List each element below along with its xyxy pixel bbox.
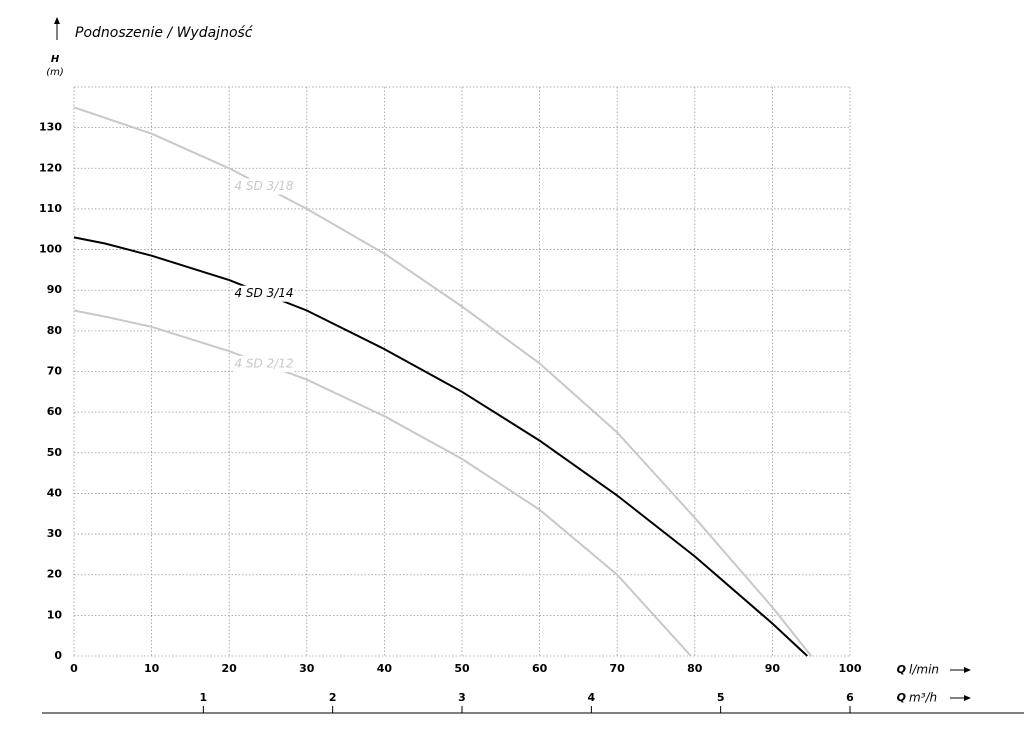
x2-tick-label: 6 xyxy=(846,691,854,704)
x-tick-label: 60 xyxy=(532,662,548,675)
y-tick-label: 70 xyxy=(47,365,63,378)
y-tick-label: 130 xyxy=(39,121,62,134)
x-tick-label: 30 xyxy=(299,662,315,675)
y-tick-label: 20 xyxy=(47,568,63,581)
x-tick-label: 40 xyxy=(377,662,393,675)
y-tick-label: 30 xyxy=(47,527,63,540)
y-tick-label: 100 xyxy=(39,243,62,256)
x-tick-label: 50 xyxy=(454,662,470,675)
x2-axis-unit: m³/h xyxy=(909,691,937,705)
x-arrow-head xyxy=(964,667,971,673)
y-axis-unit: (m) xyxy=(46,67,64,78)
y-tick-label: 110 xyxy=(39,202,62,215)
x2-axis-symbol: Q xyxy=(897,691,906,704)
x-tick-label: 100 xyxy=(839,662,862,675)
series-label-bg xyxy=(234,285,294,302)
series-line xyxy=(73,236,808,657)
y-tick-label: 0 xyxy=(54,649,62,662)
x-axis-symbol: Q xyxy=(897,663,906,676)
x-tick-label: 20 xyxy=(222,662,238,675)
x-tick-label: 70 xyxy=(610,662,626,675)
y-tick-label: 60 xyxy=(47,405,63,418)
x-tick-label: 0 xyxy=(70,662,78,675)
series-line xyxy=(73,309,692,657)
series-label: 4 SD 3/14 xyxy=(234,286,293,300)
x-axis-unit: l/min xyxy=(909,663,939,677)
x2-tick-label: 5 xyxy=(717,691,725,704)
x2-tick-label: 1 xyxy=(200,691,208,704)
x2-arrow-head xyxy=(964,695,971,701)
x2-tick-label: 4 xyxy=(588,691,596,704)
chart-title: Podnoszenie / Wydajność xyxy=(75,25,254,41)
y-arrow-head xyxy=(54,17,60,24)
y-tick-label: 50 xyxy=(47,446,63,459)
x-tick-label: 10 xyxy=(144,662,160,675)
series-line xyxy=(73,106,812,657)
series-label: 4 SD 3/18 xyxy=(234,179,293,193)
series-label: 4 SD 2/12 xyxy=(234,356,293,370)
x-tick-label: 90 xyxy=(765,662,781,675)
x2-tick-label: 2 xyxy=(329,691,337,704)
y-tick-label: 80 xyxy=(47,324,63,337)
y-tick-label: 10 xyxy=(47,608,63,621)
x-tick-label: 80 xyxy=(687,662,703,675)
y-tick-label: 40 xyxy=(47,486,63,499)
series-label-bg xyxy=(234,178,294,195)
y-tick-label: 90 xyxy=(47,283,63,296)
series-label-bg xyxy=(234,355,294,372)
x2-tick-label: 3 xyxy=(458,691,466,704)
y-tick-label: 120 xyxy=(39,161,62,174)
y-axis-symbol: H xyxy=(51,54,60,65)
